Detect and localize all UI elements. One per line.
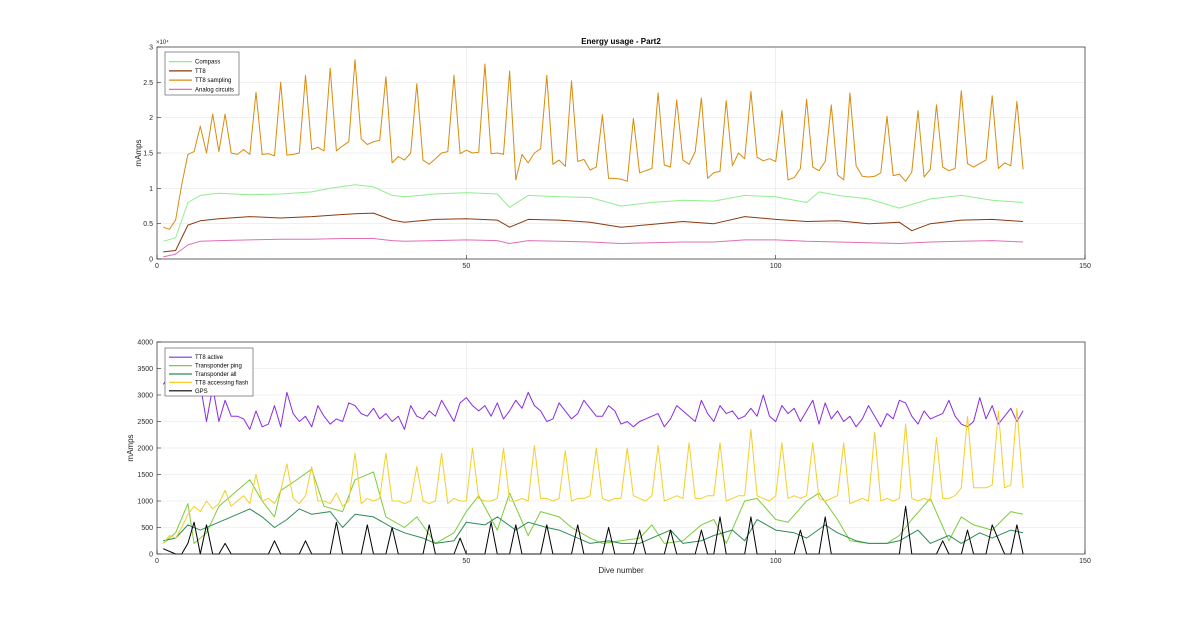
y-tick-label: 3500 [137, 366, 153, 373]
x-tick-label: 50 [462, 558, 470, 565]
y-tick-label: 1.5 [143, 151, 153, 158]
legend-label: Transponder ping [195, 364, 242, 370]
y-tick-label: 2500 [137, 419, 153, 426]
series-line-bottom-0 [162, 375, 1024, 430]
legend-label: TT8 [195, 69, 206, 75]
x-tick-label: 100 [770, 263, 782, 270]
y-axis-label: mAmps [126, 434, 135, 461]
x-axis-label: Dive number [598, 566, 644, 575]
y-tick-label: 0.5 [143, 221, 153, 228]
chart-title: Energy usage - Part2 [581, 37, 661, 46]
y-tick-label: 0 [149, 257, 153, 264]
y-tick-label: 2000 [137, 446, 153, 453]
x-tick-label: 50 [462, 263, 470, 270]
series-line-top-2 [163, 59, 1024, 230]
legend-item: TT8 accessing flash [169, 380, 248, 386]
series-line-top-0 [163, 184, 1024, 242]
legend-box [164, 347, 254, 397]
y-tick-label: 3 [149, 45, 153, 52]
x-tick-label: 150 [1079, 558, 1091, 565]
legend-item: TT8 [169, 69, 206, 75]
y-tick-label: 1000 [137, 499, 153, 506]
legend-label: Analog circuits [195, 87, 234, 93]
x-tick-label: 100 [770, 558, 782, 565]
legend-item: TT8 active [169, 355, 224, 361]
top-chart: Energy usage - Part2 ×10⁴ mAmps 0 0.5 1 1.5… [134, 37, 1091, 270]
legend-item: GPS [169, 389, 208, 395]
y-tick-label: 2.5 [143, 80, 153, 87]
legend-label: TT8 sampling [195, 78, 231, 84]
y-axis-label: mAmps [134, 139, 143, 166]
legend: TT8 active Transponder ping Transponder al… [164, 347, 254, 397]
legend-item: TT8 sampling [169, 78, 231, 84]
y-tick-label: 1500 [137, 472, 153, 479]
legend-label: TT8 accessing flash [195, 380, 248, 386]
y-tick-label: 500 [141, 525, 153, 532]
y-tick-label: 2 [149, 115, 153, 122]
legend-label: TT8 active [195, 355, 224, 361]
y-tick-label: 1 [149, 186, 153, 193]
legend-item: Transponder all [169, 372, 236, 378]
series-line-bottom-2 [163, 508, 1024, 544]
plot-frame [156, 341, 1086, 555]
plot-frame [156, 46, 1086, 260]
legend-label: Transponder all [195, 372, 236, 378]
legend: Compass TT8 TT8 sampling Analog circuits [164, 51, 240, 96]
x-tick-label: 0 [155, 558, 159, 565]
series-line-top-3 [163, 238, 1024, 258]
y-tick-label: 0 [149, 552, 153, 559]
grid: 0 0.5 1 1.5 2 2.5 3 0 50 100 150 [143, 45, 1091, 271]
legend-box [164, 51, 240, 96]
legend-item: Transponder ping [169, 364, 242, 370]
y-exponent-label: ×10⁴ [156, 39, 169, 46]
x-tick-label: 0 [155, 263, 159, 270]
legend-item: Analog circuits [169, 87, 234, 93]
bottom-chart: Dive number mAmps 0500100015002000250030… [126, 340, 1091, 576]
legend-item: Compass [169, 60, 220, 66]
x-tick-label: 150 [1079, 263, 1091, 270]
series-line-bottom-3 [162, 407, 1024, 544]
legend-label: Compass [195, 60, 220, 66]
y-tick-label: 4000 [137, 340, 153, 347]
series-line-top-1 [163, 212, 1024, 253]
y-tick-label: 3000 [137, 393, 153, 400]
legend-label: GPS [195, 389, 208, 395]
